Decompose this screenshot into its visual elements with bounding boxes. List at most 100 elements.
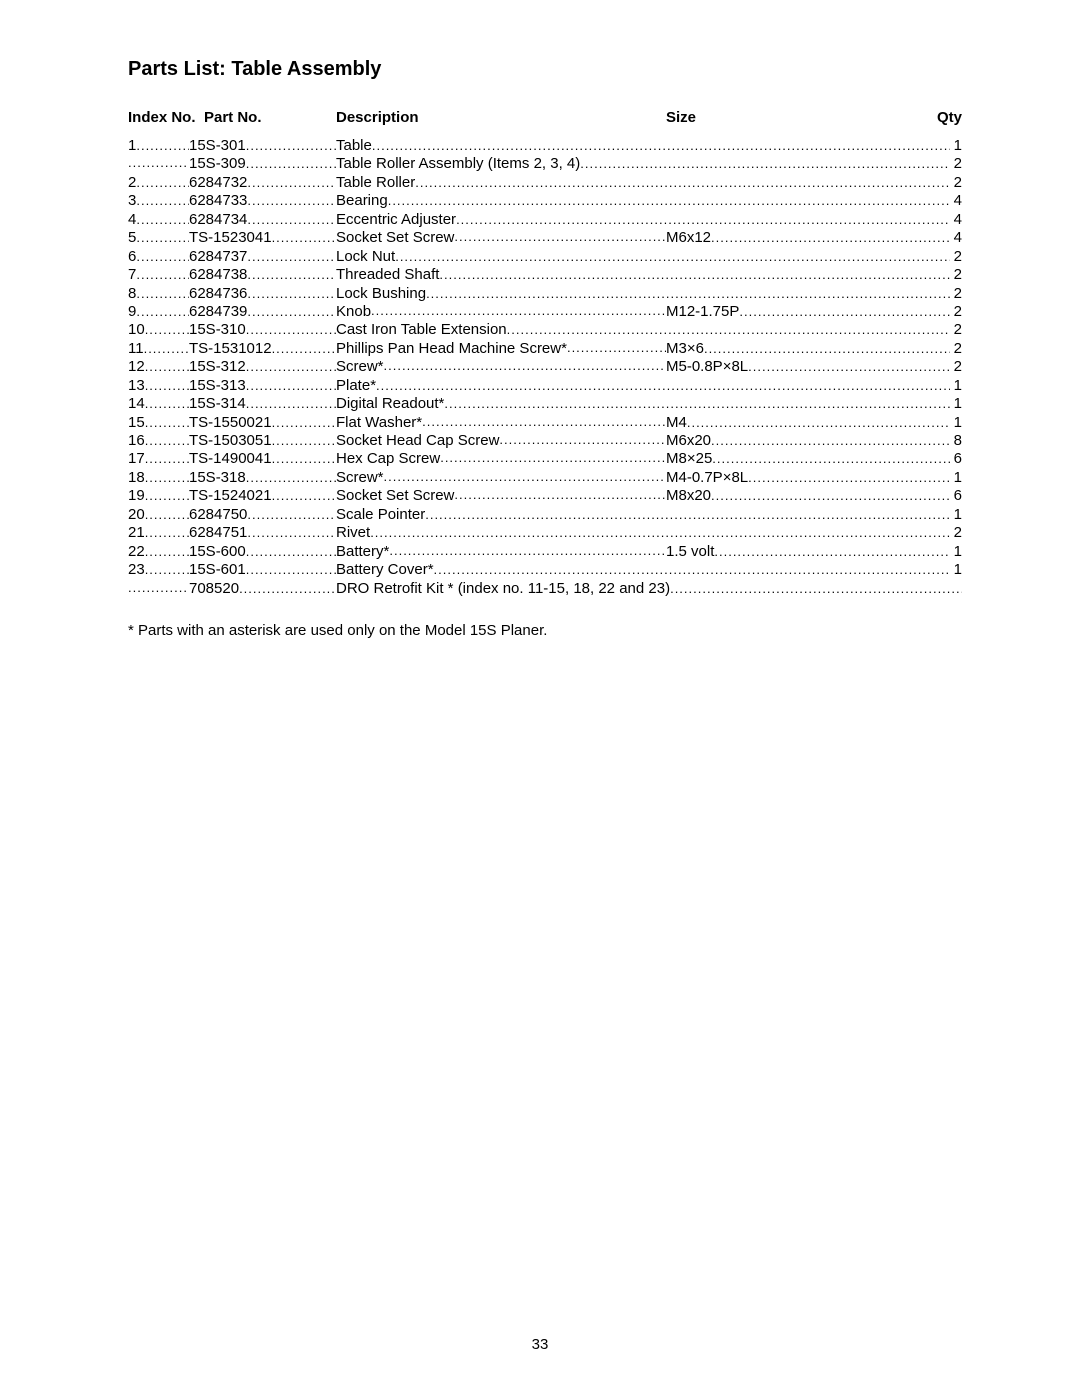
cell-partno: TS-1503051 [189, 432, 336, 450]
partno-value: 6284737 [189, 248, 247, 266]
leader-dots [136, 249, 189, 265]
leader-dots [454, 229, 666, 247]
leader-dots [739, 304, 950, 320]
leader-dots [246, 378, 336, 394]
cell-description: Socket Set ScrewM6x12 4 [336, 229, 962, 247]
leader-dots [444, 396, 950, 412]
description-value: Digital Readout* [336, 395, 444, 413]
cell-index: 13 [128, 377, 189, 395]
table-row: 19 TS-1524021 Socket Set ScrewM8x20 6 [128, 487, 962, 505]
index-value: 9 [128, 303, 136, 321]
description-value: DRO Retrofit Kit * (index no. 11-15, 18,… [336, 580, 670, 598]
cell-partno: 6284738 [189, 266, 336, 284]
description-value: Table Roller Assembly (Items 2, 3, 4) [336, 155, 580, 173]
partno-value: 6284750 [189, 506, 247, 524]
leader-dots [272, 341, 336, 357]
table-body: 1 15S-301 Table 1 15S-309 Table Roller A… [128, 137, 962, 598]
description-value: Screw* [336, 469, 384, 487]
leader-dots [144, 341, 189, 357]
table-row: 23 15S-601 Battery Cover* 1 [128, 561, 962, 579]
leader-dots [704, 341, 950, 357]
partno-value: TS-1490041 [189, 450, 272, 468]
index-value: 22 [128, 543, 145, 561]
qty-value: 2 [950, 303, 962, 321]
index-value: 10 [128, 321, 145, 339]
cell-index: 12 [128, 358, 189, 376]
cell-partno: 15S-318 [189, 469, 336, 487]
size-value: M12-1.75P [666, 303, 739, 321]
table-row: 10 15S-310 Cast Iron Table Extension 2 [128, 321, 962, 339]
cell-partno: 15S-600 [189, 543, 336, 561]
cell-description: Eccentric Adjuster 4 [336, 211, 962, 229]
partno-value: 6284736 [189, 285, 247, 303]
description-value: Table [336, 137, 372, 155]
leader-dots [247, 267, 336, 283]
table-row: 12 15S-312 Screw*M5-0.8P×8L 2 [128, 358, 962, 376]
leader-dots [247, 212, 336, 228]
leader-dots [136, 230, 189, 246]
cell-partno: 15S-309 [189, 155, 336, 173]
cell-partno: 6284750 [189, 506, 336, 524]
cell-description: Digital Readout* 1 [336, 395, 962, 413]
cell-partno: TS-1490041 [189, 450, 336, 468]
cell-description: Flat Washer*M4 1 [336, 414, 962, 432]
leader-dots [246, 470, 336, 486]
leader-dots [272, 451, 336, 467]
index-value: 7 [128, 266, 136, 284]
table-row: 2 6284732 Table Roller 2 [128, 174, 962, 192]
table-row: 6 6284737 Lock Nut 2 [128, 248, 962, 266]
description-value: Eccentric Adjuster [336, 211, 456, 229]
description-value: Socket Set Screw [336, 487, 454, 505]
partno-value: TS-1531012 [189, 340, 272, 358]
cell-description: Table 1 [336, 137, 962, 155]
leader-dots [440, 450, 666, 468]
leader-dots [145, 544, 189, 560]
index-value: 23 [128, 561, 145, 579]
leader-dots [247, 193, 336, 209]
leader-dots [145, 525, 189, 541]
cell-partno: 15S-301 [189, 137, 336, 155]
cell-index: 14 [128, 395, 189, 413]
qty-value: 2 [950, 340, 962, 358]
index-value: 18 [128, 469, 145, 487]
leader-dots [499, 432, 666, 450]
leader-dots [376, 378, 950, 394]
cell-description: Cast Iron Table Extension 2 [336, 321, 962, 339]
table-row: 21 6284751 Rivet 2 [128, 524, 962, 542]
leader-dots [145, 322, 189, 338]
leader-dots [145, 562, 189, 578]
leader-dots [145, 507, 189, 523]
cell-partno: 6284736 [189, 285, 336, 303]
leader-dots [247, 525, 336, 541]
leader-dots [426, 286, 950, 302]
header-index: Index No. [128, 109, 204, 127]
index-value: 3 [128, 192, 136, 210]
size-value: M6x12 [666, 229, 711, 247]
cell-index: 9 [128, 303, 189, 321]
cell-description: Lock Bushing 2 [336, 285, 962, 303]
cell-description: Socket Set ScrewM8x20 6 [336, 487, 962, 505]
cell-index: 23 [128, 561, 189, 579]
leader-dots [415, 175, 950, 191]
description-value: Lock Nut [336, 248, 395, 266]
leader-dots [246, 562, 336, 578]
partno-value: TS-1503051 [189, 432, 272, 450]
leader-dots [136, 267, 189, 283]
size-value: M5-0.8P×8L [666, 358, 748, 376]
leader-dots [246, 156, 336, 172]
table-row: 708520 DRO Retrofit Kit * (index no. 11-… [128, 580, 962, 598]
cell-index: 11 [128, 340, 189, 358]
leader-dots [136, 304, 189, 320]
leader-dots [422, 414, 666, 432]
table-header: Index No. Part No. Description Size Qty [128, 109, 962, 127]
leader-dots [247, 175, 336, 191]
leader-dots [145, 396, 189, 412]
leader-dots [711, 433, 950, 449]
qty-value: 4 [950, 229, 962, 247]
qty-value: 2 [950, 321, 962, 339]
index-value: 20 [128, 506, 145, 524]
size-value: M6x20 [666, 432, 711, 450]
table-row: 20 6284750 Scale Pointer 1 [128, 506, 962, 524]
table-row: 4 6284734 Eccentric Adjuster 4 [128, 211, 962, 229]
cell-index: 21 [128, 524, 189, 542]
